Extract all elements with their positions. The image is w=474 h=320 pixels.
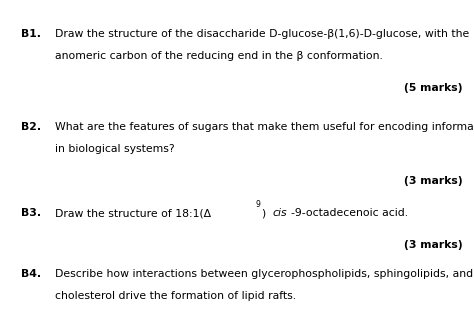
Text: (3 marks): (3 marks) (403, 176, 462, 186)
Text: (3 marks): (3 marks) (403, 240, 462, 250)
Text: What are the features of sugars that make them useful for encoding information: What are the features of sugars that mak… (55, 122, 474, 132)
Text: -9-octadecenoic acid.: -9-octadecenoic acid. (291, 208, 408, 218)
Text: 9: 9 (256, 200, 261, 209)
Text: B1.: B1. (21, 29, 41, 39)
Text: B3.: B3. (21, 208, 41, 218)
Text: ): ) (262, 208, 270, 218)
Text: Describe how interactions between glycerophospholipids, sphingolipids, and: Describe how interactions between glycer… (55, 269, 473, 279)
Text: (5 marks): (5 marks) (404, 83, 462, 93)
Text: in biological systems?: in biological systems? (55, 144, 174, 154)
Text: B2.: B2. (21, 122, 41, 132)
Text: cis: cis (272, 208, 287, 218)
Text: anomeric carbon of the reducing end in the β conformation.: anomeric carbon of the reducing end in t… (55, 51, 383, 61)
Text: cholesterol drive the formation of lipid rafts.: cholesterol drive the formation of lipid… (55, 291, 296, 301)
Text: Draw the structure of the disaccharide D-glucose-β(1,6)-D-glucose, with the: Draw the structure of the disaccharide D… (55, 29, 469, 39)
Text: B4.: B4. (21, 269, 41, 279)
Text: Draw the structure of 18:1(Δ: Draw the structure of 18:1(Δ (55, 208, 210, 218)
